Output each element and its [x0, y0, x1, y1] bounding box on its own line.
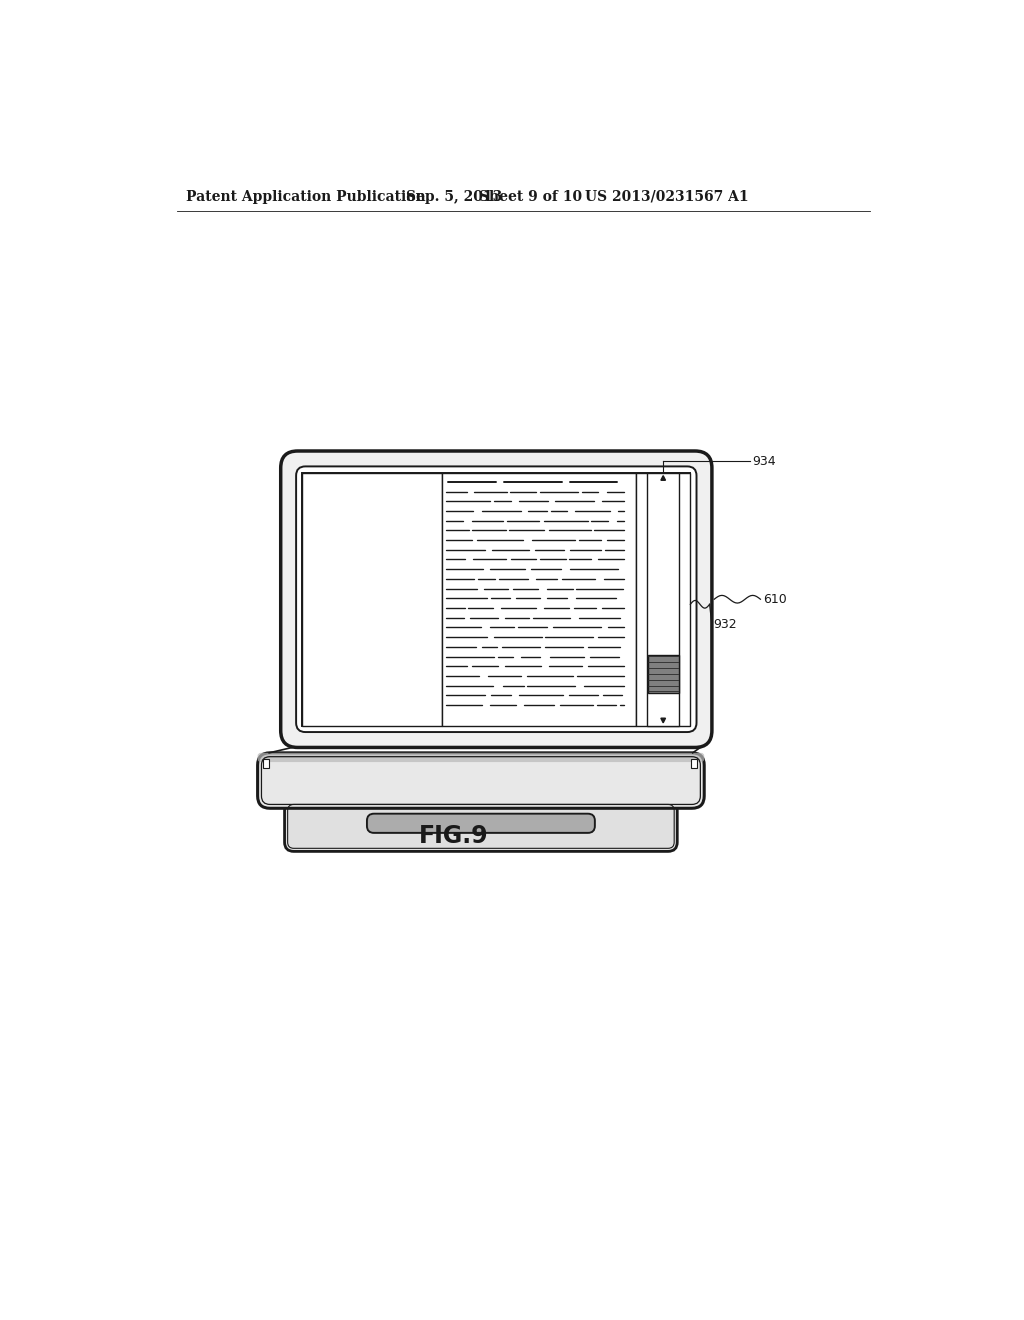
- FancyBboxPatch shape: [285, 801, 677, 851]
- FancyBboxPatch shape: [281, 451, 712, 747]
- FancyBboxPatch shape: [258, 752, 705, 762]
- Text: FIG.9: FIG.9: [419, 824, 488, 847]
- Bar: [442, 473, 636, 726]
- Bar: [691, 759, 697, 768]
- Text: 610: 610: [764, 593, 787, 606]
- Bar: [647, 655, 679, 693]
- Text: Patent Application Publication: Patent Application Publication: [186, 190, 426, 203]
- Bar: [302, 473, 442, 726]
- FancyBboxPatch shape: [367, 814, 595, 833]
- Bar: [647, 473, 680, 726]
- Text: Sheet 9 of 10: Sheet 9 of 10: [479, 190, 583, 203]
- Text: US 2013/0231567 A1: US 2013/0231567 A1: [585, 190, 749, 203]
- Polygon shape: [660, 475, 666, 480]
- FancyBboxPatch shape: [368, 814, 594, 832]
- FancyBboxPatch shape: [296, 466, 696, 733]
- Bar: [302, 473, 690, 726]
- Bar: [263, 759, 269, 768]
- Text: Sep. 5, 2013: Sep. 5, 2013: [407, 190, 503, 203]
- Text: 934: 934: [752, 454, 775, 467]
- Bar: [636, 473, 690, 726]
- Text: 932: 932: [714, 618, 737, 631]
- Polygon shape: [660, 718, 666, 723]
- FancyBboxPatch shape: [258, 752, 705, 808]
